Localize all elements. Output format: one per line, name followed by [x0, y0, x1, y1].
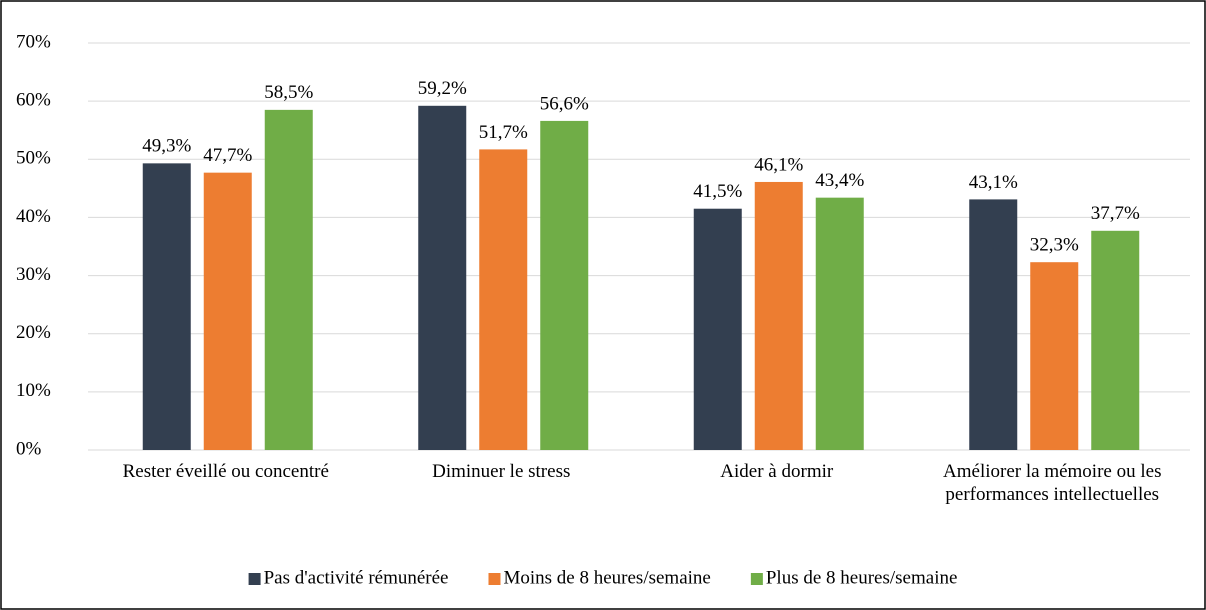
data-label: 41,5% [693, 181, 742, 202]
y-tick-label: 40% [16, 206, 51, 227]
data-label: 49,3% [142, 136, 191, 157]
legend-swatch [488, 573, 501, 585]
y-tick-label: 0% [16, 438, 42, 459]
legend-item: Plus de 8 heures/semaine [750, 567, 958, 588]
x-tick-label: Rester éveillé ou concentré [122, 461, 329, 482]
x-tick-label-box: Aider à dormir [720, 461, 834, 482]
y-tick-label: 20% [16, 322, 51, 343]
bar [815, 197, 864, 450]
bar [693, 208, 742, 450]
data-label: 56,6% [540, 93, 589, 114]
legend-label: Plus de 8 heures/semaine [766, 567, 958, 588]
bar [540, 120, 589, 450]
bar [142, 163, 191, 450]
legend-label: Pas d'activité rémunérée [264, 567, 449, 588]
y-tick-label: 70% [16, 31, 51, 52]
x-tick-label-box: Améliorer la mémoire ou les performances… [943, 461, 1162, 505]
bar [1091, 230, 1140, 450]
bar [754, 181, 803, 450]
legend-item: Pas d'activité rémunérée [248, 567, 449, 588]
legend-label: Moins de 8 heures/semaine [503, 567, 710, 588]
data-label: 58,5% [264, 82, 313, 103]
x-tick-label-box: Diminuer le stress [432, 461, 571, 482]
y-tick-label: 50% [16, 148, 51, 169]
data-label: 47,7% [203, 145, 252, 166]
x-tick-label: Améliorer la mémoire ou les performances… [943, 461, 1162, 505]
bar [969, 199, 1018, 450]
data-label: 46,1% [754, 154, 803, 175]
x-tick-label: Diminuer le stress [432, 461, 571, 482]
x-tick-label-box: Rester éveillé ou concentré [122, 461, 329, 482]
y-tick-label: 10% [16, 380, 51, 401]
data-label: 32,3% [1030, 235, 1079, 256]
data-label: 59,2% [418, 78, 467, 99]
data-label: 51,7% [479, 122, 528, 143]
bar [418, 105, 467, 451]
y-tick-label: 60% [16, 90, 51, 111]
data-label: 43,4% [815, 170, 864, 191]
bar [264, 109, 313, 450]
legend-swatch [248, 573, 261, 585]
x-tick-label: Aider à dormir [720, 461, 834, 482]
legend-swatch [750, 573, 763, 585]
data-label: 37,7% [1091, 203, 1140, 224]
bar [1030, 262, 1079, 450]
y-tick-label: 30% [16, 264, 51, 285]
bar [479, 149, 528, 450]
bar [203, 172, 252, 450]
legend-item: Moins de 8 heures/semaine [488, 567, 711, 588]
data-label: 43,1% [969, 172, 1018, 193]
